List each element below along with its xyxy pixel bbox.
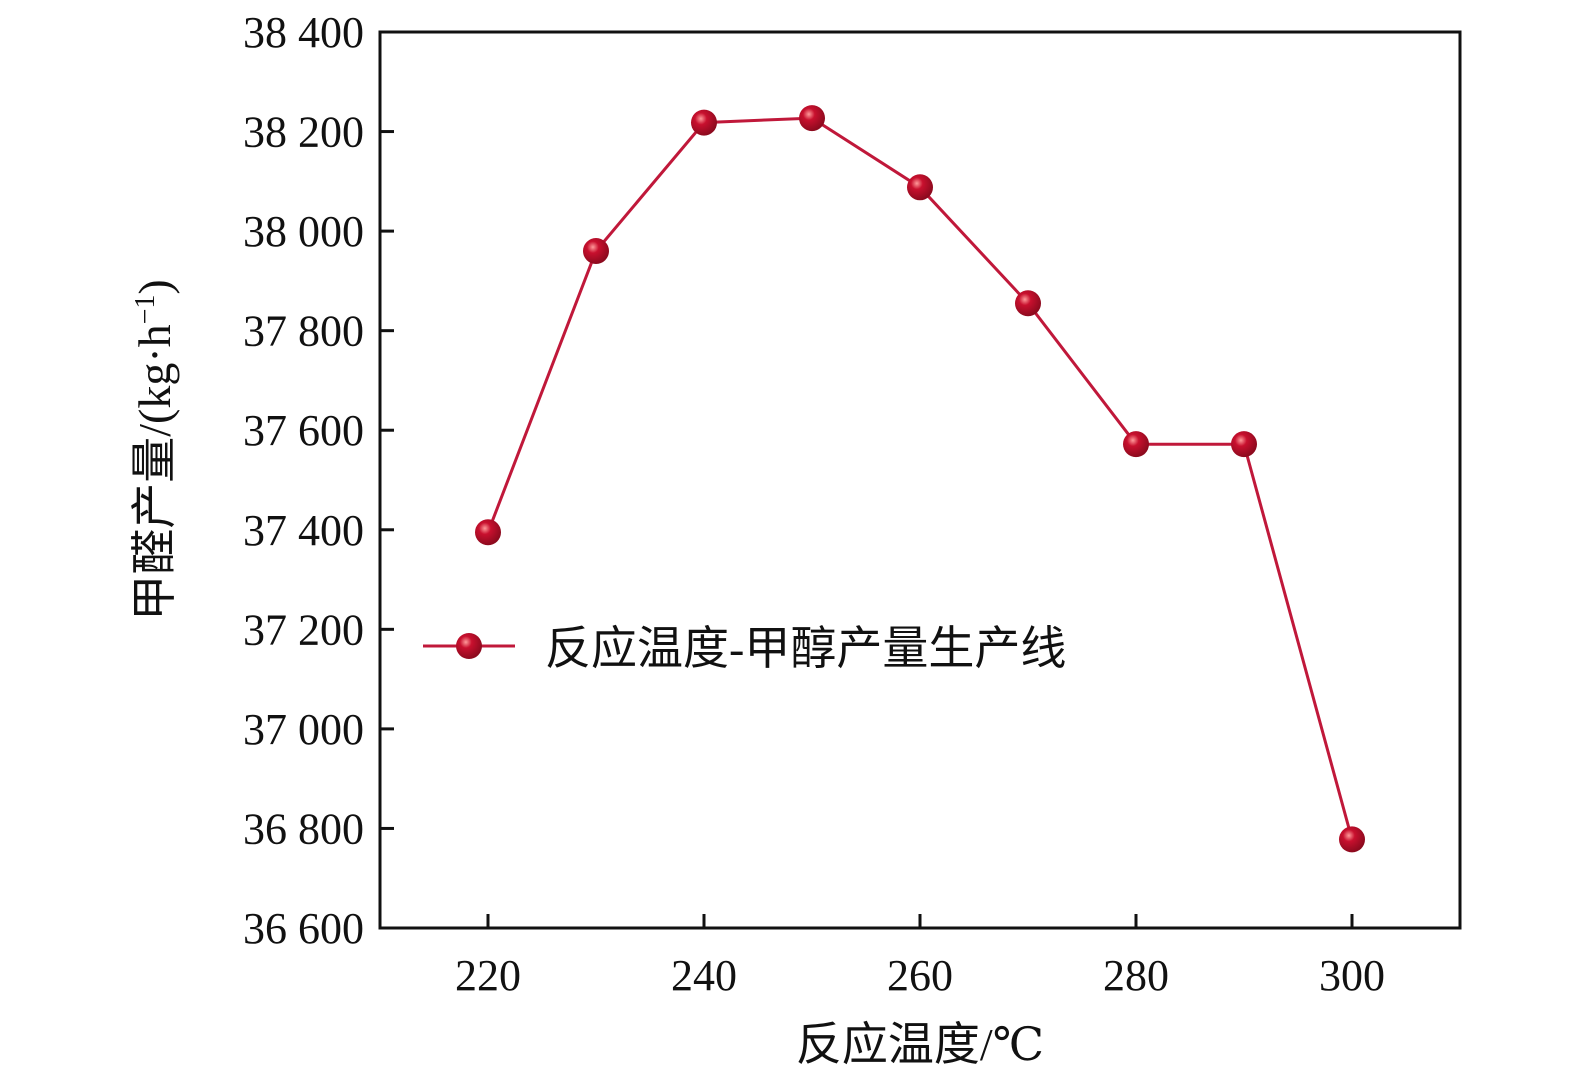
y-tick-label: 37 200	[243, 605, 364, 654]
data-point	[691, 109, 717, 136]
data-point	[475, 519, 501, 546]
x-axis-title: 反应温度/℃	[796, 1019, 1044, 1070]
data-point	[799, 105, 825, 132]
x-axis: 220 240 260 280 300	[455, 914, 1385, 1000]
x-tick-label: 280	[1103, 951, 1169, 1000]
y-axis-title-close: )	[129, 279, 180, 294]
y-tick-label: 38 000	[243, 207, 364, 256]
data-point	[583, 238, 609, 265]
data-point	[1231, 431, 1257, 458]
plot-frame	[378, 30, 1462, 930]
data-point	[907, 174, 933, 201]
legend-marker	[456, 633, 482, 659]
data-point	[1339, 826, 1365, 853]
x-tick-label: 260	[887, 951, 953, 1000]
data-point	[1123, 431, 1149, 458]
y-tick-label: 38 200	[243, 108, 364, 157]
y-tick-label: 37 600	[243, 406, 364, 455]
y-tick-label: 38 400	[243, 8, 364, 57]
y-axis: 36 600 36 800 37 000 37 200 37 400 37 600 37 8…	[243, 8, 394, 953]
y-axis-title: 甲醛产量/(kg·h−1)	[129, 279, 180, 621]
x-tick-label: 220	[455, 951, 521, 1000]
y-axis-title-main: 甲醛产量/(kg·h	[129, 324, 180, 620]
legend-label: 反应温度-甲醇产量生产线	[545, 623, 1066, 674]
series-markers	[475, 105, 1365, 853]
legend: 反应温度-甲醇产量生产线	[423, 623, 1066, 674]
x-tick-label: 300	[1319, 951, 1385, 1000]
y-tick-label: 37 800	[243, 307, 364, 356]
x-tick-label: 240	[671, 951, 737, 1000]
y-tick-label: 36 800	[243, 804, 364, 853]
series-line	[486, 116, 1354, 840]
y-axis-title-superscript: −1	[130, 295, 161, 325]
y-tick-label: 37 400	[243, 506, 364, 555]
data-point	[1015, 290, 1041, 317]
y-tick-label: 37 000	[243, 705, 364, 754]
y-tick-label: 36 600	[243, 904, 364, 953]
